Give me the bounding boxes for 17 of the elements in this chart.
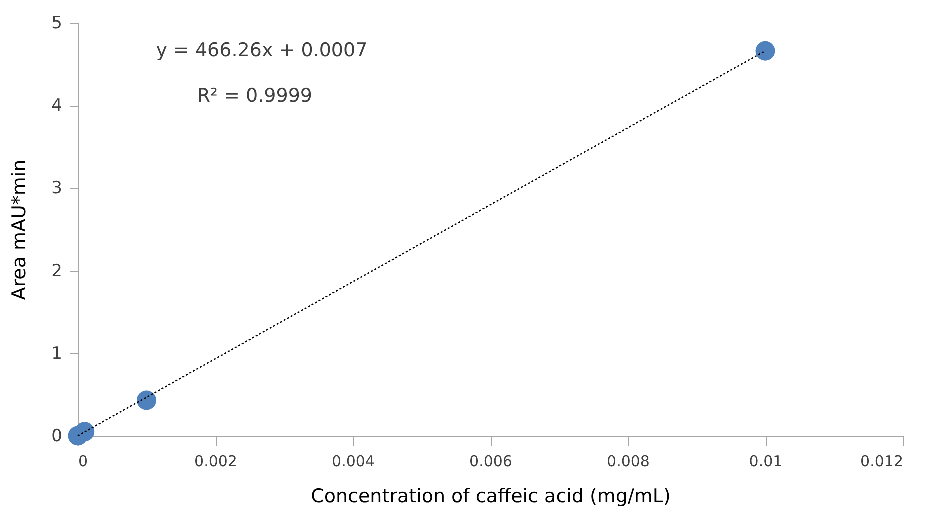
y-tick-label: 2 — [52, 261, 62, 282]
y-tick-label: 0 — [52, 426, 62, 446]
x-tick-label: 0.006 — [470, 452, 512, 470]
y-tick-label: 1 — [52, 344, 62, 364]
x-tick-label: 0.002 — [194, 452, 238, 470]
annotation: R² = 0.9999 — [197, 85, 313, 107]
annotation: y = 466.26x + 0.0007 — [156, 39, 368, 62]
y-tick-label: 5 — [52, 14, 62, 34]
x-tick-label: 0.01 — [749, 452, 783, 470]
x-axis-title: Concentration of caffeic acid (mg/mL) — [311, 486, 671, 508]
y-tick-label: 4 — [52, 96, 62, 116]
x-tick-label: 0.012 — [860, 452, 904, 470]
x-tick-label: 0 — [78, 452, 88, 470]
y-tick-label: 3 — [52, 178, 62, 199]
y-axis-title: Area mAU*min — [8, 160, 31, 300]
x-tick-label: 0.004 — [332, 452, 375, 470]
x-tick-label: 0.008 — [607, 452, 650, 470]
